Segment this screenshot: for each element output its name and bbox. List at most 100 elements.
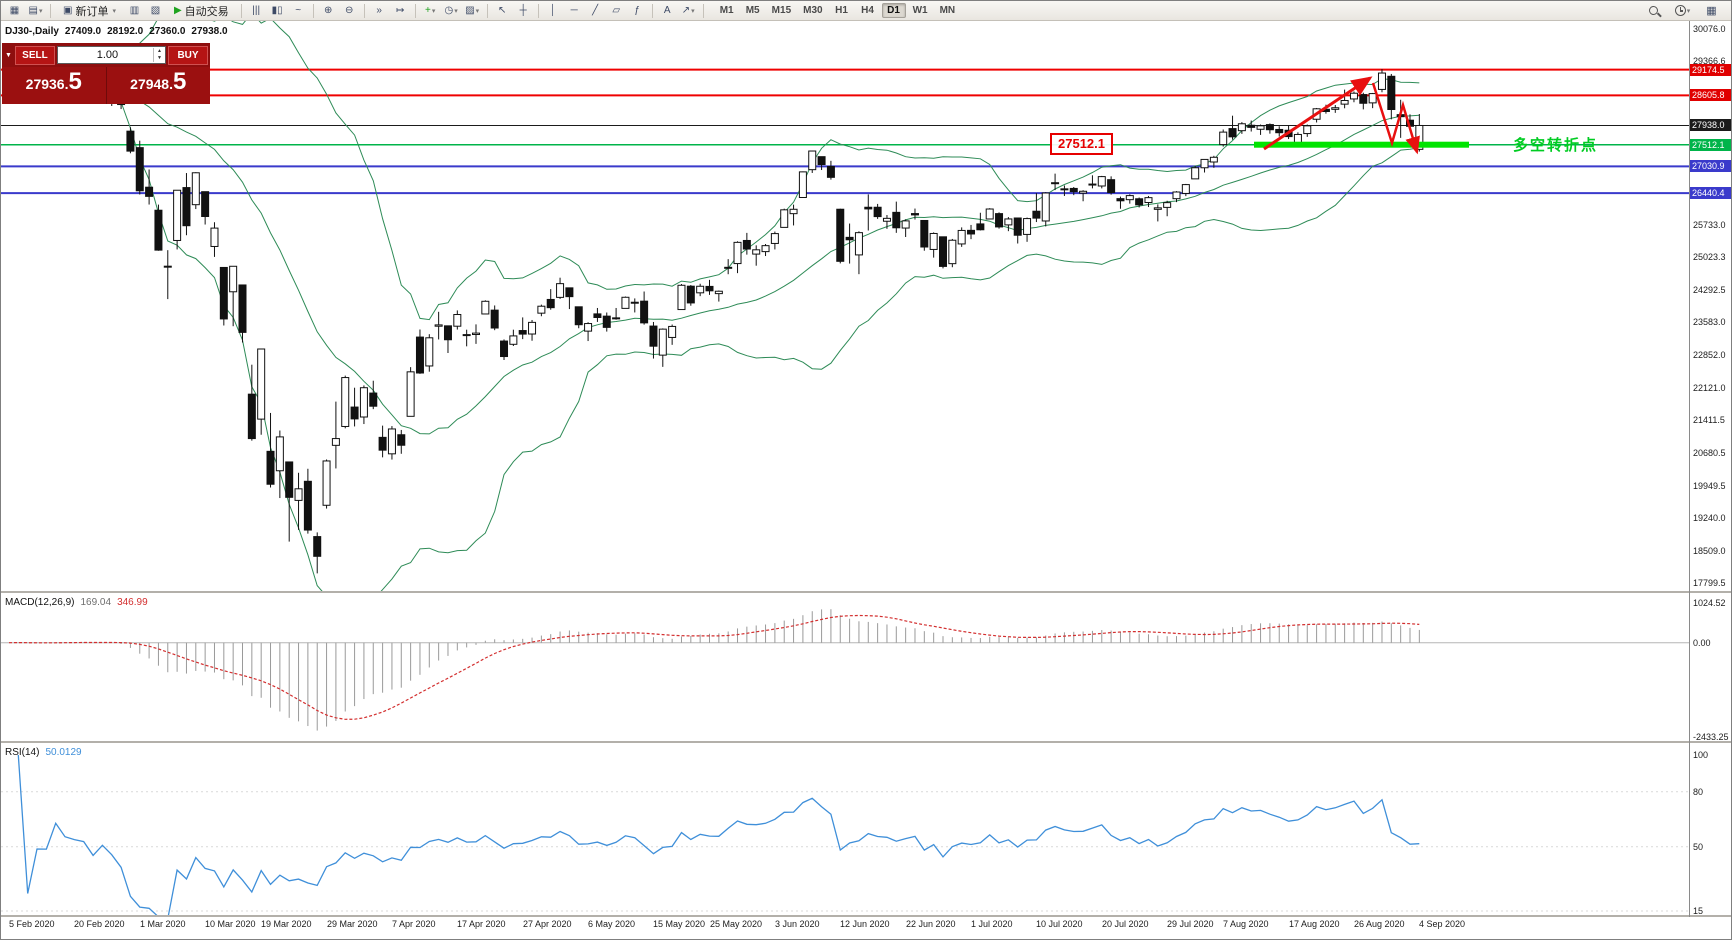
volume-stepper[interactable]: ▲ ▼: [153, 48, 165, 62]
macd-main-value: 169.04: [80, 597, 112, 608]
periods-icon[interactable]: ◷ ▾: [442, 2, 461, 19]
date-tick-label: 7 Aug 2020: [1223, 919, 1269, 929]
indicators-icon[interactable]: + ▾: [421, 2, 440, 19]
chart-shift-icon[interactable]: ↦: [391, 2, 410, 19]
search-icon: [1649, 6, 1658, 15]
new-chart-icon[interactable]: ▦: [5, 2, 24, 19]
ohlc-open: 27409.0: [64, 26, 102, 37]
price-tick-label: 21411.5: [1693, 415, 1725, 425]
date-tick-label: 10 Mar 2020: [205, 919, 256, 929]
date-tick-label: 27 Apr 2020: [523, 919, 572, 929]
auto-scroll-icon[interactable]: »: [370, 2, 389, 19]
support-price-annotation[interactable]: 27512.1: [1050, 133, 1113, 155]
stepper-up-icon[interactable]: ▲: [157, 48, 162, 54]
collapse-caret-icon[interactable]: ▼: [5, 51, 12, 59]
window-grid-icon[interactable]: ▦: [1706, 5, 1717, 17]
timeframe-m5-button[interactable]: M5: [745, 5, 760, 16]
panel-separator[interactable]: [1, 591, 1731, 593]
zoom-in-icon-glyph: ⊕: [323, 5, 333, 16]
price-chart-canvas[interactable]: [1, 21, 1689, 591]
ohlc-high: 28192.0: [107, 26, 144, 37]
timeframe-m15-button[interactable]: M15: [771, 5, 792, 16]
dropdown-caret-icon: ▾: [431, 7, 436, 15]
price-tick-label: 17799.5: [1693, 578, 1726, 588]
crosshair-icon-glyph: ┼: [519, 5, 527, 16]
macd-label: MACD(12,26,9) 169.04 346.99: [5, 597, 148, 608]
new-order-button[interactable]: ▣ 新订单 ▾: [57, 2, 122, 19]
fibonacci-icon[interactable]: ƒ: [628, 2, 647, 19]
new-order-button-label: 新订单: [75, 5, 109, 18]
price-tick-label: 25023.3: [1693, 252, 1726, 262]
timeframe-h1-button[interactable]: H1: [835, 5, 848, 16]
cursor-icon[interactable]: ↖: [493, 2, 512, 19]
zoom-out-icon-glyph: ⊖: [344, 5, 354, 16]
trendline-icon[interactable]: ╱: [586, 2, 605, 19]
vertical-line-icon[interactable]: │: [544, 2, 563, 19]
price-tick-label: 24292.5: [1693, 284, 1726, 295]
trade-prices-row: 27936. 5 27948. 5: [2, 67, 210, 104]
sell-price[interactable]: 27936. 5: [2, 67, 107, 104]
periods-icon-glyph: ◷: [444, 5, 454, 16]
timeframe-w1-button[interactable]: W1: [912, 5, 928, 16]
channel-icon[interactable]: ▱: [607, 2, 626, 19]
buy-price-main: 27948.: [130, 76, 173, 92]
price-tick-label: 18509.0: [1693, 545, 1726, 556]
chart-shift-icon-glyph: ↦: [395, 5, 405, 16]
trendline-icon-glyph: ╱: [592, 5, 599, 16]
date-tick-label: 4 Sep 2020: [1419, 919, 1466, 929]
line-chart-icon[interactable]: ~: [289, 2, 308, 19]
time-button[interactable]: ▾: [1673, 2, 1692, 19]
price-tick-label: 29366.6: [1693, 56, 1726, 66]
line-chart-icon-glyph: ~: [295, 5, 302, 16]
date-tick-label: 1 Jul 2020: [971, 919, 1013, 929]
timeframe-m30-button[interactable]: M30: [803, 5, 823, 16]
search-button[interactable]: [1644, 2, 1663, 19]
timeframe-d1-button[interactable]: D1: [881, 3, 906, 18]
zoom-out-icon[interactable]: ⊖: [340, 2, 359, 19]
price-axis-line: [1689, 21, 1690, 917]
turning-point-annotation[interactable]: 多空转折点: [1513, 137, 1599, 154]
fibonacci-icon-glyph: ƒ: [634, 5, 640, 16]
volume-input[interactable]: 1.00 ▲ ▼: [56, 46, 166, 64]
dropdown-caret-icon: ▾: [1686, 7, 1691, 15]
timeframe-m1-button[interactable]: M1: [719, 5, 734, 16]
market-watch-icon[interactable]: ▥: [125, 2, 144, 19]
autotrading-button[interactable]: ▶ 自动交易: [168, 2, 235, 19]
terminal-icon[interactable]: ▧: [146, 2, 165, 19]
chart-symbol-timeframe: DJ30-,Daily: [5, 26, 59, 37]
date-tick-label: 26 Aug 2020: [1354, 919, 1405, 929]
stepper-down-icon[interactable]: ▼: [157, 55, 162, 61]
rsi-scale-label: 50: [1693, 841, 1704, 852]
timeframe-h4-button[interactable]: H4: [861, 5, 874, 16]
buy-price[interactable]: 27948. 5: [107, 67, 211, 104]
horizontal-line-icon[interactable]: ─: [565, 2, 584, 19]
timeframe-group: M1 M5 M15 M30 H1 H4 D1 W1 MN: [714, 3, 961, 18]
crosshair-icon[interactable]: ┼: [514, 2, 533, 19]
macd-panel: [1, 593, 1731, 741]
rsi-canvas[interactable]: [1, 743, 1689, 915]
chart-profiles-icon[interactable]: ▤ ▾: [26, 2, 45, 19]
timeframe-mn-button[interactable]: MN: [939, 5, 956, 16]
arrows-icon[interactable]: ↗ ▾: [679, 2, 698, 19]
price-level-label: 29174.5: [1690, 63, 1731, 76]
toolbar-separator: [702, 3, 704, 18]
clock-icon: [1674, 5, 1686, 16]
toolbar-separator: [240, 3, 242, 18]
cursor-icon-glyph: ↖: [497, 5, 507, 16]
market-watch-icon-glyph: ▥: [129, 5, 140, 16]
bars-chart-icon[interactable]: |||: [247, 2, 266, 19]
macd-canvas[interactable]: [1, 593, 1689, 741]
sell-button[interactable]: SELL: [14, 45, 55, 65]
candlestick-chart-icon[interactable]: ▮▯: [268, 2, 287, 19]
panel-separator[interactable]: [1, 741, 1731, 743]
zoom-in-icon[interactable]: ⊕: [319, 2, 338, 19]
text-icon[interactable]: A: [658, 2, 677, 19]
date-tick-label: 5 Feb 2020: [9, 919, 55, 929]
autotrading-button-label: 自动交易: [184, 5, 229, 18]
templates-icon[interactable]: ▨ ▾: [463, 2, 482, 19]
templates-icon-glyph: ▨: [465, 5, 475, 16]
buy-button[interactable]: BUY: [168, 45, 208, 65]
toolbar-separator: [312, 3, 314, 18]
date-tick-label: 22 Jun 2020: [906, 919, 956, 929]
dropdown-caret-icon: ▾: [454, 7, 458, 15]
